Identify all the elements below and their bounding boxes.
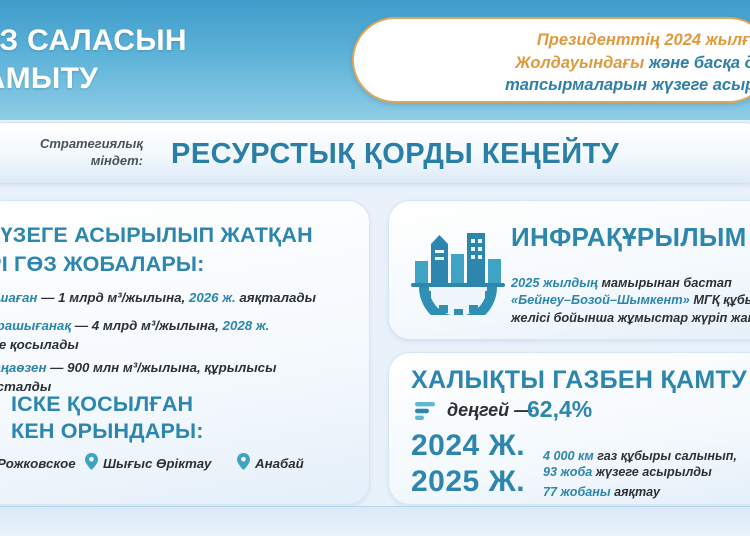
gas-coverage-card: ХАЛЫҚТЫ ГАЗБЕН ҚАМТУ деңгей — 62,4% 2024… [388,352,750,505]
gas-year-highlight-1: 77 жобаны [543,484,611,499]
gas-year-text: 77 жобаны аяқтау жоспарланған [543,467,750,505]
project-dash: — [71,318,92,333]
gas-year-label: 2025 Ж. [411,465,526,498]
projects-card: ЖҮЗЕГЕ АСЫРЫЛЫП ЖАТҚАН ІРІ ГӨЗ ЖОБАЛАРЫ:… [0,200,370,505]
map-pin-icon [237,453,250,473]
list-item: Қарашығанақ — 4 млрд м³/жылына, 2028 ж. … [0,317,369,354]
project-year: 2026 ж. [188,290,236,305]
pill-line3: тапсырмаларын жүзеге асыру [505,76,750,94]
map-pin-icon [85,453,98,473]
infra-highlight-pipeline: «Бейнеу–Бозой–Шымкент» [511,292,690,307]
gas-year-label: 2024 Ж. [411,429,526,462]
gas-level-value: 62,4% [527,396,593,422]
header-banner: ГАЗ САЛАСЫН ДАМЫТУ Президенттің 2024 жыл… [0,0,750,120]
field-label: Шығыс Өріктау [103,455,212,471]
project-dash: — [46,360,68,375]
project-name: Қашаған [0,290,38,305]
gas-year-text-2: жүзеге асырылды [592,465,712,479]
infrastructure-title: ИНФРАҚҰРЫЛЫМ [511,222,747,252]
list-item: Рожковское [0,453,76,473]
project-volume: 4 млрд м³/жылына, [91,318,223,333]
infra-text-mid: мамырынан бастап [601,274,732,290]
project-name: Жаңаөзен [0,360,47,375]
infra-highlight-year: 2025 жылдың [511,274,598,290]
strategic-task-title: РЕСУРСТЫҚ ҚОРДЫ КЕҢЕЙТУ [171,138,620,170]
gas-year-text-1: аяқтау жоспарланған [543,484,660,505]
gas-year-text-1: газ құбыры салынып, [597,448,737,463]
infrastructure-card: ИНФРАҚҰРЫЛЫМ 2025 жылдың мамырынан баста… [388,200,750,340]
project-tail: іске қосылады [0,336,79,352]
gas-year-highlight-1: 4 000 км [543,448,594,463]
project-year: 2028 ж. [222,318,270,333]
project-tail: аяқталады [235,290,316,305]
strategic-task-band: Стратегиялық міндет: РЕСУРСТЫҚ ҚОРДЫ КЕҢ… [0,122,750,184]
pill-line1: Президенттің 2024 жылғы [536,31,750,49]
project-dash: — [37,290,59,305]
fields-heading: ІСКЕ ҚОСЫЛҒАН КЕН ОРЫНДАРЫ: [11,392,204,443]
pill-line2-gold: Жолдауындағы [515,53,645,72]
president-assignment-text: Президенттің 2024 жылғы Жолдауындағы жән… [378,29,750,97]
bar-levels-icon [415,401,437,421]
page-title: ГАЗ САЛАСЫН ДАМЫТУ [0,24,187,95]
project-name: Қарашығанақ [0,318,72,333]
pill-line2-blue: және басқа да [648,53,750,72]
list-item: Жаңаөзен — 900 млн м³/жылына, құрылысы б… [0,359,369,396]
project-tail: басталды [0,378,52,394]
gas-level-label: деңгей — [447,400,533,420]
projects-heading: ЖҮЗЕГЕ АСЫРЫЛЫП ЖАТҚАН ІРІ ГӨЗ ЖОБАЛАРЫ: [0,223,313,276]
gas-year-highlight-2: 93 жоба [543,465,593,479]
project-volume: 900 млн м³/жылына, құрылысы [67,360,277,375]
list-item: Анабай [237,453,304,473]
project-volume: 1 млрд м³/жылына, [58,290,189,305]
field-label: Анабай [255,455,304,471]
gas-year-text: 4 000 км газ құбыры салынып, 93 жоба жүз… [543,431,750,481]
president-assignment-pill: Президенттің 2024 жылғы Жолдауындағы жән… [352,17,750,103]
list-item: Қашаған — 1 млрд м³/жылына, 2026 ж. аяқт… [0,289,369,308]
infra-text-tail: МГҚ құбыр желісі бойынша жұмыстар жүріп … [511,292,750,325]
infrastructure-body: 2025 жылдың мамырынан бастап «Бейнеу–Боз… [511,256,750,326]
strategic-task-label: Стратегиялық міндет: [39,136,143,168]
gas-coverage-title: ХАЛЫҚТЫ ГАЗБЕН ҚАМТУ [411,366,747,394]
list-item: Шығыс Өріктау [85,453,211,473]
oil-rig-icon [0,391,7,443]
fields-list: Рожковское Шығыс Өріктау Анабай [0,453,369,479]
city-gear-icon [409,219,507,326]
field-label: Рожковское [0,455,76,471]
bottom-strip [0,506,750,536]
